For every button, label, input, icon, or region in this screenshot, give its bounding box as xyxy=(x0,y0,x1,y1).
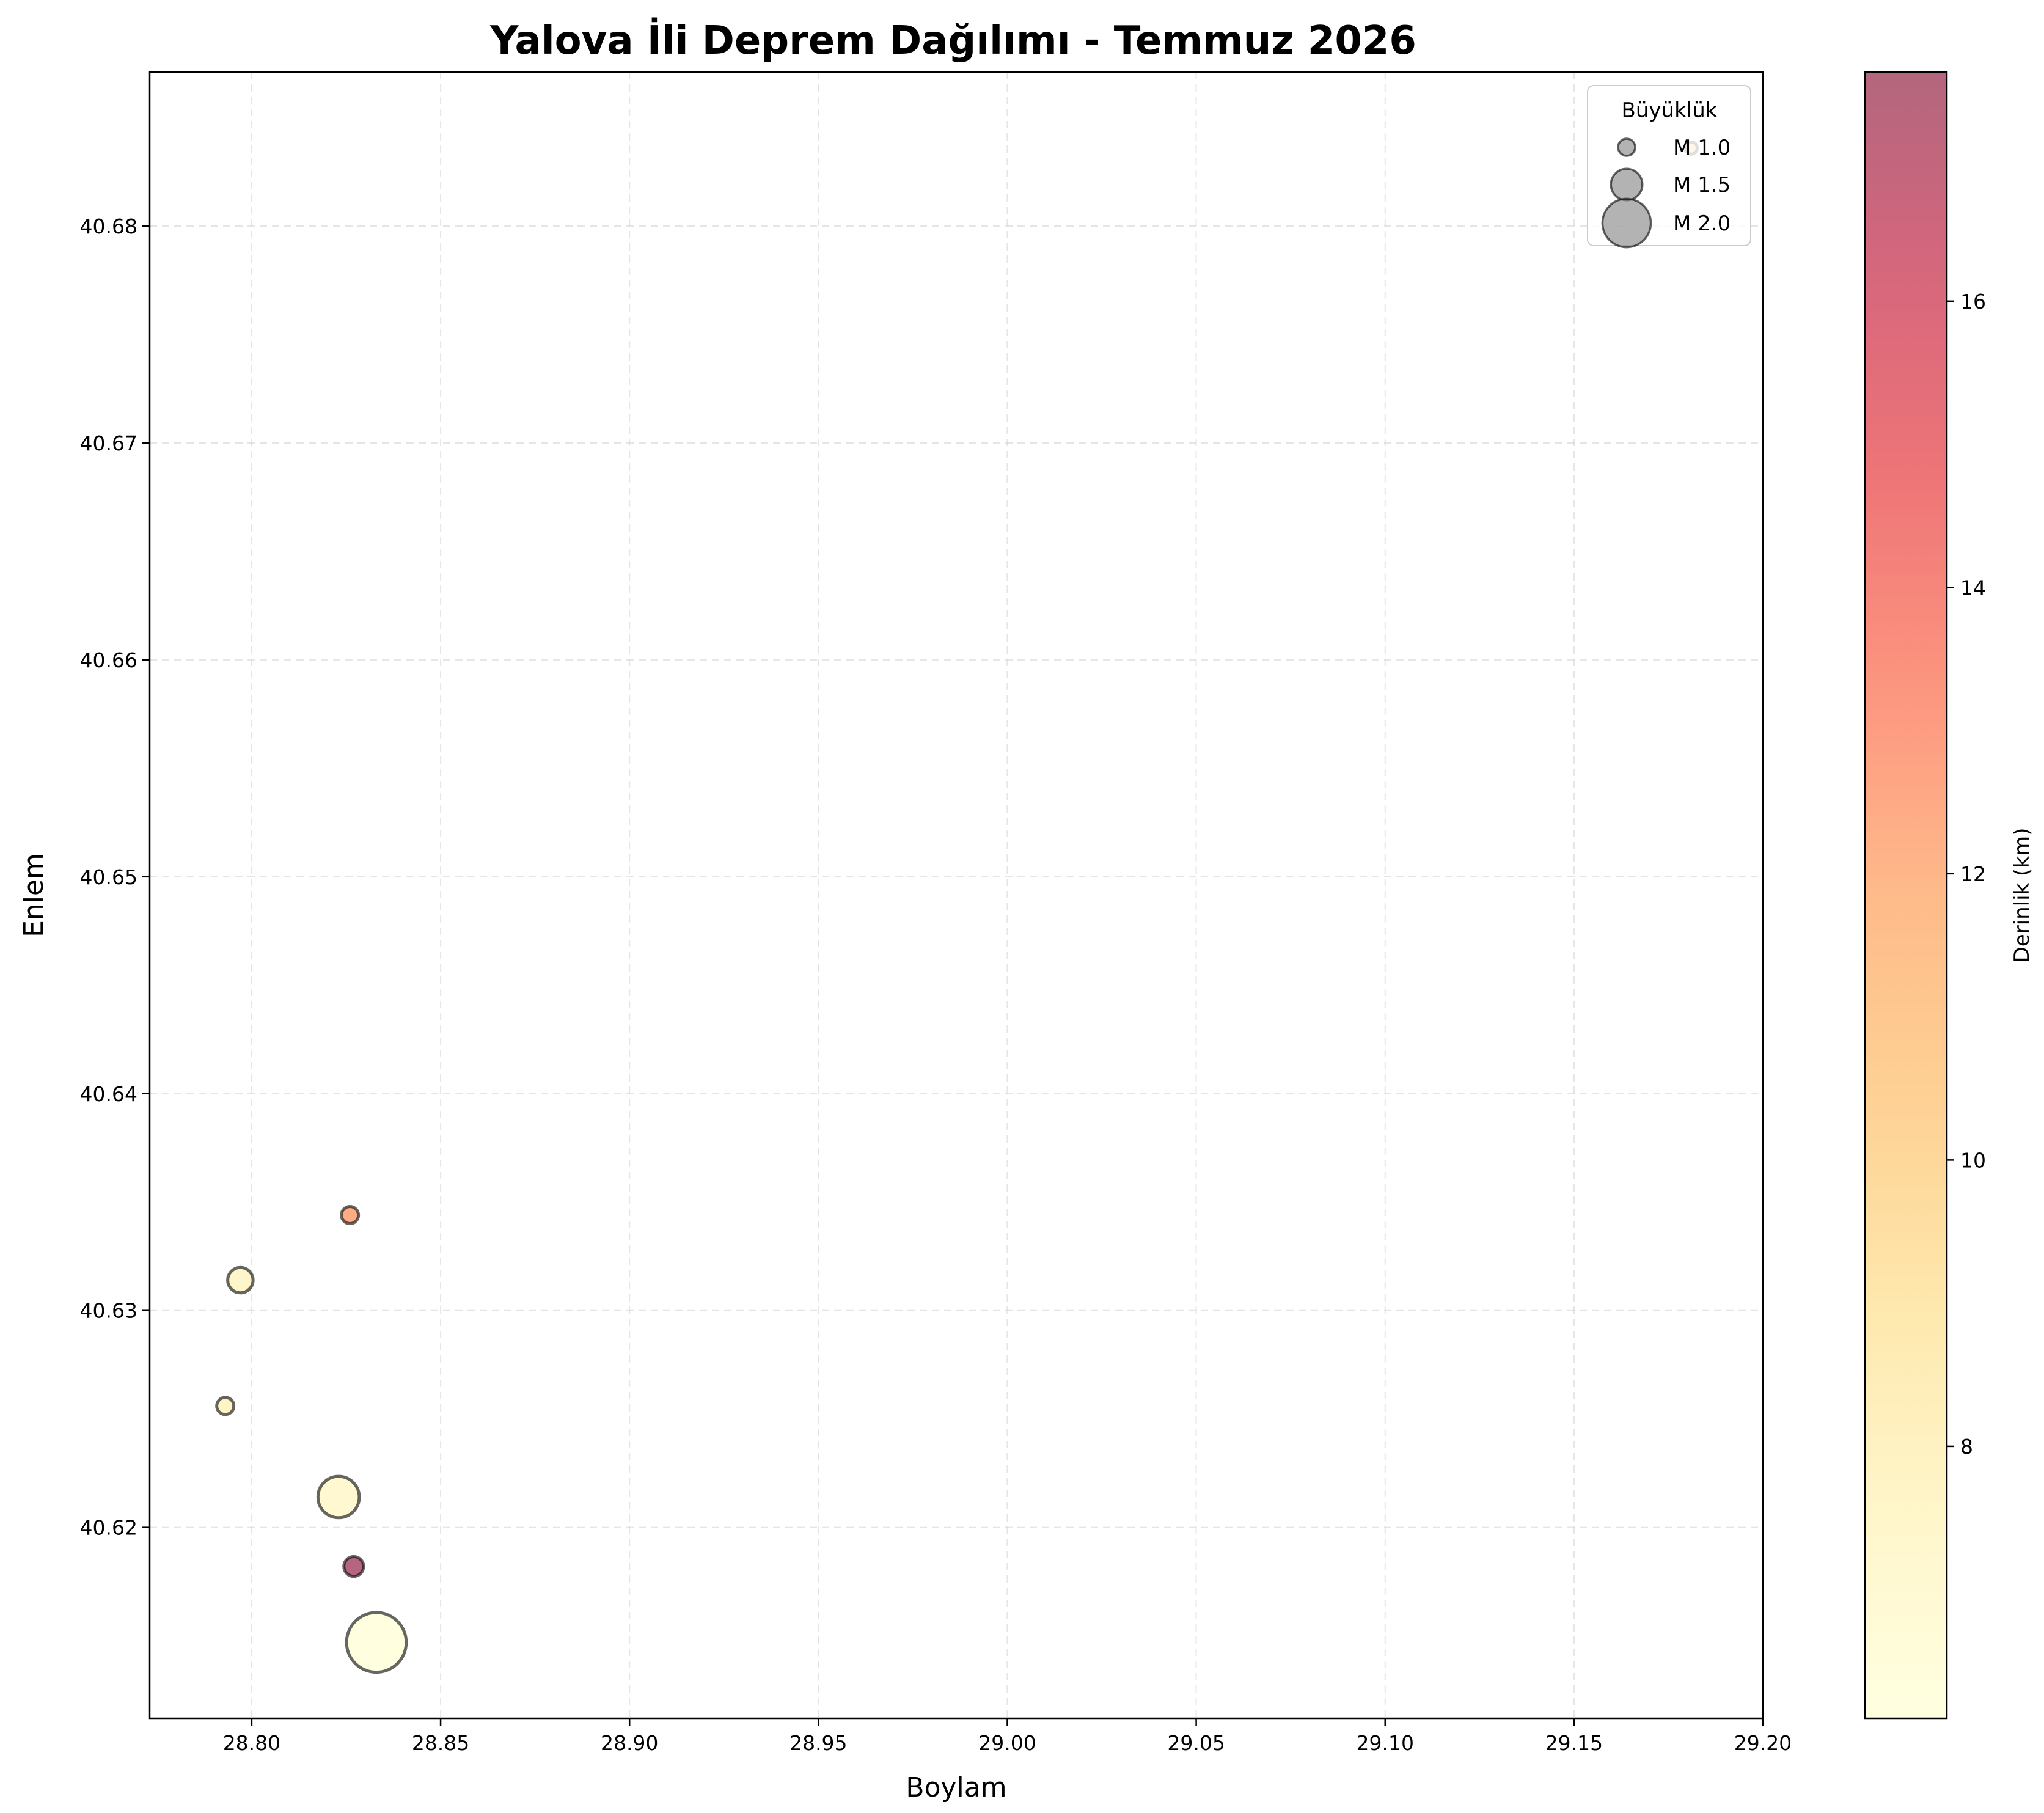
colorbar-tick-label: 10 xyxy=(1960,1148,1986,1172)
legend-label: M 1.5 xyxy=(1673,173,1731,197)
legend-title: Büyüklük xyxy=(1622,98,1718,123)
chart-title: Yalova İli Deprem Dağılımı - Temmuz 2026 xyxy=(489,17,1416,64)
x-tick-label: 28.90 xyxy=(601,1731,658,1755)
y-axis-label: Enlem xyxy=(18,853,49,937)
colorbar-ticks: 8 10 12 14 16 xyxy=(1947,290,1986,1459)
colorbar-tick-label: 12 xyxy=(1960,862,1986,886)
x-tick-label: 29.05 xyxy=(1167,1731,1225,1755)
x-tick-label: 29.00 xyxy=(978,1731,1036,1755)
data-points xyxy=(215,140,1699,1674)
colorbar: 8 10 12 14 16 Derinlik (km) xyxy=(1864,71,2034,1720)
colorbar-tick-label: 14 xyxy=(1960,576,1986,599)
earthquake-point xyxy=(215,1396,236,1416)
earthquake-point xyxy=(226,1265,255,1295)
x-axis-ticks: 28.80 28.85 28.90 28.95 29.00 29.05 29.10 29.15… xyxy=(223,1718,1792,1755)
earthquake-point xyxy=(342,1555,365,1578)
legend-marker xyxy=(1601,197,1652,249)
earthquake-point xyxy=(316,1474,361,1520)
colorbar-tick-label: 16 xyxy=(1960,290,1986,313)
y-tick-label: 40.64 xyxy=(80,1082,137,1106)
plot-frame xyxy=(148,71,1764,1720)
legend-marker xyxy=(1610,167,1644,202)
earthquake-point xyxy=(345,1611,408,1674)
colorbar-gradient xyxy=(1864,71,1948,1720)
x-tick-label: 28.95 xyxy=(789,1731,847,1755)
legend-marker xyxy=(1617,137,1636,157)
y-tick-label: 40.63 xyxy=(80,1299,137,1323)
y-axis-ticks: 40.62 40.63 40.64 40.65 40.66 40.67 40.68 xyxy=(80,214,150,1540)
x-tick-label: 29.10 xyxy=(1356,1731,1413,1755)
x-tick-label: 28.85 xyxy=(412,1731,469,1755)
x-axis-label: Boylam xyxy=(906,1772,1006,1803)
y-tick-label: 40.62 xyxy=(80,1516,137,1540)
legend-items: M 1.0 M 1.5 M 2.0 xyxy=(1601,136,1731,249)
x-tick-label: 29.20 xyxy=(1734,1731,1792,1755)
x-tick-label: 28.80 xyxy=(223,1731,280,1755)
legend-label: M 2.0 xyxy=(1673,211,1731,236)
size-legend: Büyüklük M 1.0 M 1.5 M 2.0 xyxy=(1587,85,1751,249)
legend-label: M 1.0 xyxy=(1673,136,1731,160)
y-tick-label: 40.65 xyxy=(80,865,137,889)
colorbar-tick-label: 8 xyxy=(1960,1435,1973,1459)
y-tick-label: 40.66 xyxy=(80,648,137,672)
earthquake-point xyxy=(340,1205,361,1226)
grid-lines xyxy=(150,72,1763,1718)
x-tick-label: 29.15 xyxy=(1545,1731,1603,1755)
colorbar-label: Derinlik (km) xyxy=(2010,828,2034,963)
y-tick-label: 40.68 xyxy=(80,214,137,238)
y-tick-label: 40.67 xyxy=(80,431,137,455)
